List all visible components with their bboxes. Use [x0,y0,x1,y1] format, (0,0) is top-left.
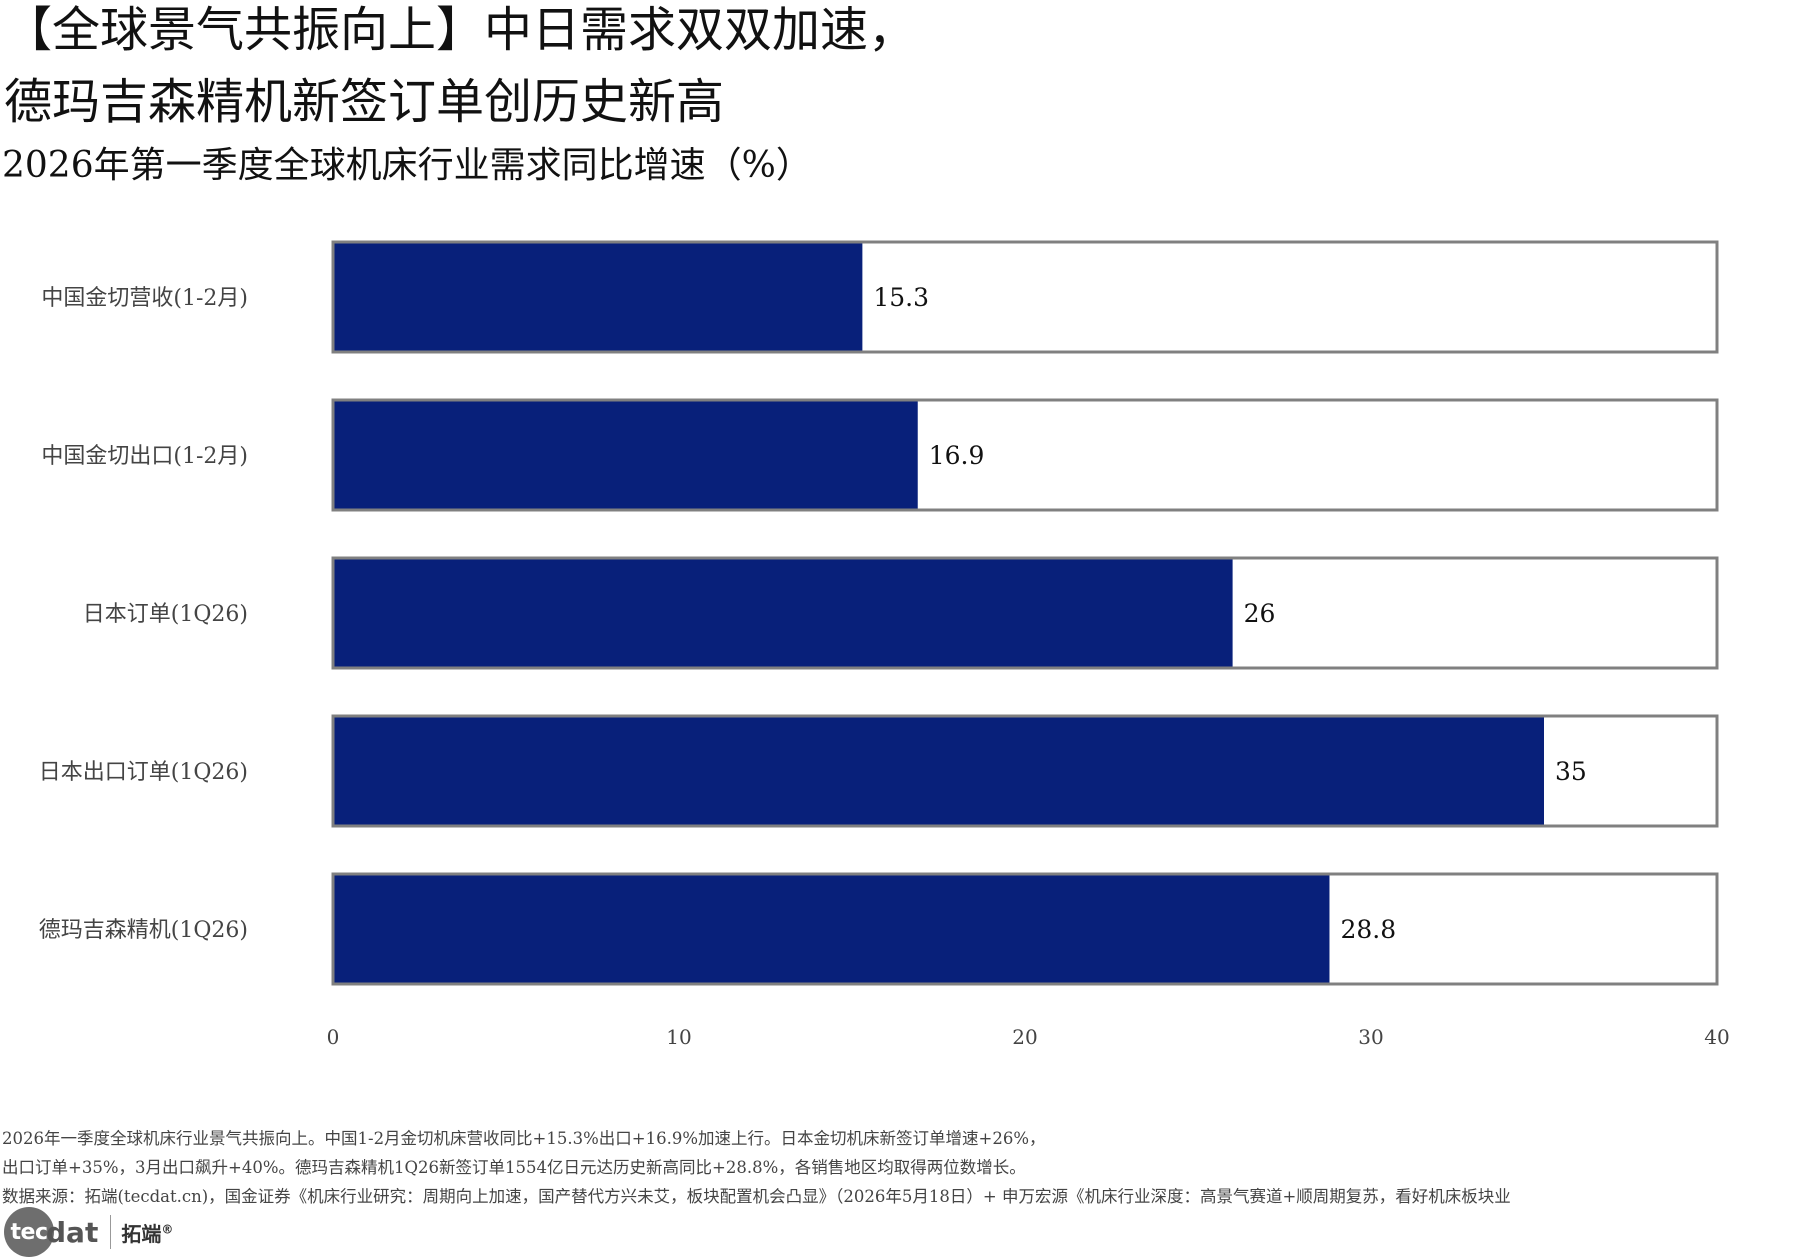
data-label: 26 [1244,599,1276,628]
category-label: 中国金切出口(1-2月) [41,444,248,469]
bar [333,716,1544,826]
bar [333,874,1330,984]
logo-chinese: 拓端® [121,1218,173,1247]
source-line: 数据来源：拓端(tecdat.cn)，国金证券《机床行业研究：周期向上加速，国产… [2,1187,1511,1206]
x-tick-label: 30 [1358,1025,1383,1049]
data-label: 15.3 [873,283,929,312]
bar-chart: 中国金切营收(1-2月) 15.3 中国金切出口(1-2月) 16.9 日本订单(1Q2… [39,240,1730,1049]
bar-frame [331,398,1719,512]
x-tick-label: 20 [1012,1025,1037,1049]
x-tick-label: 10 [666,1025,691,1049]
category-label: 日本出口订单(1Q26) [39,760,248,785]
category-label: 中国金切营收(1-2月) [41,286,248,311]
logo-word: dat [46,1215,99,1249]
data-label: 35 [1555,757,1587,786]
bar [333,558,1233,668]
logo-badge: tec [4,1207,54,1257]
logo-chinese-text: 拓端 [121,1221,162,1246]
data-label: 16.9 [929,441,985,470]
bar [333,400,918,510]
category-label: 日本订单(1Q26) [83,602,248,627]
chart-title-line1: 【全球景气共振向上】中日需求双双加速， [4,2,917,58]
chart-title-line2: 德玛吉森精机新签订单创历史新高 [4,74,725,130]
x-tick-label: 0 [327,1025,340,1049]
bar-frame [331,556,1719,670]
registered-mark: ® [161,1221,174,1236]
bar-frame [331,240,1719,354]
data-label: 28.8 [1340,915,1396,944]
x-tick-label: 40 [1704,1025,1729,1049]
category-label: 德玛吉森精机(1Q26) [39,918,248,943]
note-line-2: 出口订单+35%，3月出口飙升+40%。德玛吉森精机1Q26新签订单1554亿日… [2,1158,1026,1177]
bar-frame [331,714,1719,828]
logo-divider [110,1215,112,1249]
chart-subtitle: 2026年第一季度全球机床行业需求同比增速（%） [2,145,812,186]
bar [333,242,863,352]
tecdat-logo: tec dat 拓端® [4,1207,173,1257]
note-line-1: 2026年一季度全球机床行业景气共振向上。中国1-2月金切机床营收同比+15.3… [2,1129,1046,1148]
bar-frame [331,872,1719,986]
